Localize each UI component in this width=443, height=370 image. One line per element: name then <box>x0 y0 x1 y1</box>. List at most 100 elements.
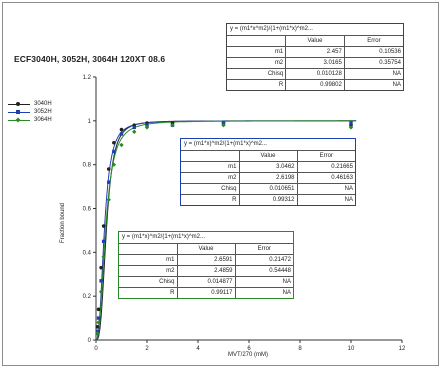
y-tick-label: 1.2 <box>83 75 92 81</box>
fit-table-3064h: y = (m1*x)^m2/(1+(m1*x)^m2... Value Error m… <box>118 231 294 299</box>
fit-table-cell: R <box>119 287 178 298</box>
fit-table-cell: 0.21472 <box>234 254 293 266</box>
data-point-3052H <box>99 279 103 283</box>
fit-table-header: Value Error <box>227 36 403 47</box>
fit-table-cell: 2.457 <box>285 46 345 58</box>
fit-table-row: R 0.99117 NA <box>119 287 293 298</box>
x-tick-label: 4 <box>196 346 200 352</box>
fit-table-cell: m1 <box>181 161 240 173</box>
fit-table-header: Value Error <box>119 244 293 255</box>
chart-title: ECF3040H, 3052H, 3064H 120XT 08.6 <box>14 54 166 64</box>
fit-table-cell: 0.010128 <box>285 68 345 80</box>
data-point-3040H <box>96 307 101 312</box>
fit-table-cell: 3.0165 <box>285 57 345 69</box>
data-point-3064H <box>106 197 111 202</box>
fit-table-cell: 0.014877 <box>176 276 236 288</box>
fit-table-row: R 0.99802 NA <box>227 79 403 90</box>
data-point-3064H <box>111 162 117 167</box>
data-point-3040H <box>119 127 124 132</box>
fit-table-3052h: y = (m1*x)^m2/(1+(m1*x)^m2... Value Error m… <box>180 138 356 206</box>
fit-table-cell: Error <box>234 244 293 255</box>
data-point-3052H <box>132 125 136 130</box>
y-tick-label: 0.6 <box>83 207 92 213</box>
fit-table-row: m2 2.4859 0.54448 <box>119 265 293 277</box>
data-point-3064H <box>144 125 150 130</box>
data-point-3064H <box>221 123 226 128</box>
fit-table-cell: NA <box>234 287 293 298</box>
x-tick-label: 8 <box>298 346 302 352</box>
fit-table-cell: 3.0462 <box>238 161 298 173</box>
fit-table-cell: Error <box>296 151 355 162</box>
fit-table-cell: Chisq <box>227 68 287 80</box>
fit-curve-3064H <box>95 120 357 341</box>
data-point-3064H <box>132 129 137 134</box>
fit-table-row: m1 3.0462 0.21665 <box>181 161 355 173</box>
x-tick-label: 12 <box>399 346 406 352</box>
data-point-3064H <box>170 123 175 128</box>
x-tick-label: 10 <box>348 346 355 352</box>
fit-table-cell <box>119 244 178 255</box>
data-point-3064H <box>348 125 354 130</box>
fit-table-cell: Value <box>176 244 236 255</box>
axes: 0 2 4 6 8 10 12 0 0.2 0.4 0.6 0.8 1 1.2 <box>83 75 406 352</box>
data-point-3040H <box>99 265 103 270</box>
fit-table-cell: Error <box>343 36 403 47</box>
fit-equation: y = (m1*x)^m2/(1+(m1*x)^m2... <box>181 139 355 151</box>
fit-table-cell: Value <box>285 36 345 47</box>
legend-label: 3052H <box>34 109 52 115</box>
x-tick-label: 2 <box>145 346 149 352</box>
fit-equation: y = (m1*x^m2)/(1+(m1*x)^m2... <box>227 24 403 36</box>
fit-table-cell: R <box>227 79 287 90</box>
fit-curves <box>95 120 357 341</box>
fit-table-cell: m1 <box>227 46 287 58</box>
y-tick-label: 0.4 <box>83 250 92 256</box>
legend-label: 3064H <box>34 117 52 123</box>
fit-table-row: m1 2.457 0.10536 <box>227 46 403 58</box>
fit-table-cell: 2.4859 <box>176 265 236 277</box>
data-point-3064H <box>101 254 106 259</box>
legend-item-3040H: 3040H <box>8 101 58 109</box>
fit-parameter-table: Value Error m1 2.457 0.10536 m2 3.0165 0.35754 C… <box>227 36 403 90</box>
data-point-3052H <box>96 316 101 320</box>
fit-table-cell: NA <box>296 183 355 195</box>
fit-table-cell: m2 <box>181 172 240 184</box>
fit-table-cell: Chisq <box>119 276 178 288</box>
x-tick-label: 0 <box>94 346 98 352</box>
fit-table-cell: m2 <box>227 57 287 69</box>
fit-table-row: Chisq 0.014877 NA <box>119 276 293 288</box>
y-axis-label: Fraction bound <box>60 203 66 243</box>
legend-marker <box>16 102 20 106</box>
data-points <box>95 121 354 336</box>
fit-table-3040h: y = (m1*x^m2)/(1+(m1*x)^m2... Value Error m… <box>226 23 404 91</box>
data-point-3052H <box>349 121 353 125</box>
legend: 3040H 3052H 3064H <box>8 101 58 125</box>
fit-table-cell: 0.35754 <box>343 57 403 69</box>
y-tick-label: 0.2 <box>83 294 92 300</box>
data-point-3064H <box>96 320 101 325</box>
fit-table-row: R 0.99312 NA <box>181 194 355 205</box>
fit-table-cell: 0.46163 <box>296 172 355 184</box>
data-point-3040H <box>112 140 116 145</box>
y-tick-label: 1 <box>88 119 92 125</box>
x-tick-label: 6 <box>247 346 251 352</box>
fit-table-cell: Value <box>238 151 298 162</box>
data-point-3040H <box>95 325 100 329</box>
fit-table-row: m2 3.0165 0.35754 <box>227 57 403 69</box>
fit-table-row: Chisq 0.010128 NA <box>227 68 403 80</box>
y-tick-label: 0 <box>88 338 92 344</box>
data-point-3052H <box>112 149 116 154</box>
fit-table-row: Chisq 0.010651 NA <box>181 183 355 195</box>
fit-table-cell: NA <box>343 79 403 90</box>
legend-label: 3040H <box>34 101 52 107</box>
fit-parameter-table: Value Error m1 2.6591 0.21472 m2 2.4859 0.54448… <box>119 244 293 298</box>
y-tick-label: 0.8 <box>83 163 92 169</box>
fit-table-cell: 2.6591 <box>176 254 236 266</box>
data-point-3052H <box>101 239 106 244</box>
fit-table-cell: m2 <box>119 265 178 277</box>
fit-table-header: Value Error <box>181 151 355 162</box>
data-point-3052H <box>107 180 111 184</box>
data-point-3040H <box>101 224 106 228</box>
fit-table-cell <box>227 36 287 47</box>
fit-table-cell: 0.10536 <box>343 46 403 58</box>
legend-item-3052H: 3052H <box>8 109 58 117</box>
